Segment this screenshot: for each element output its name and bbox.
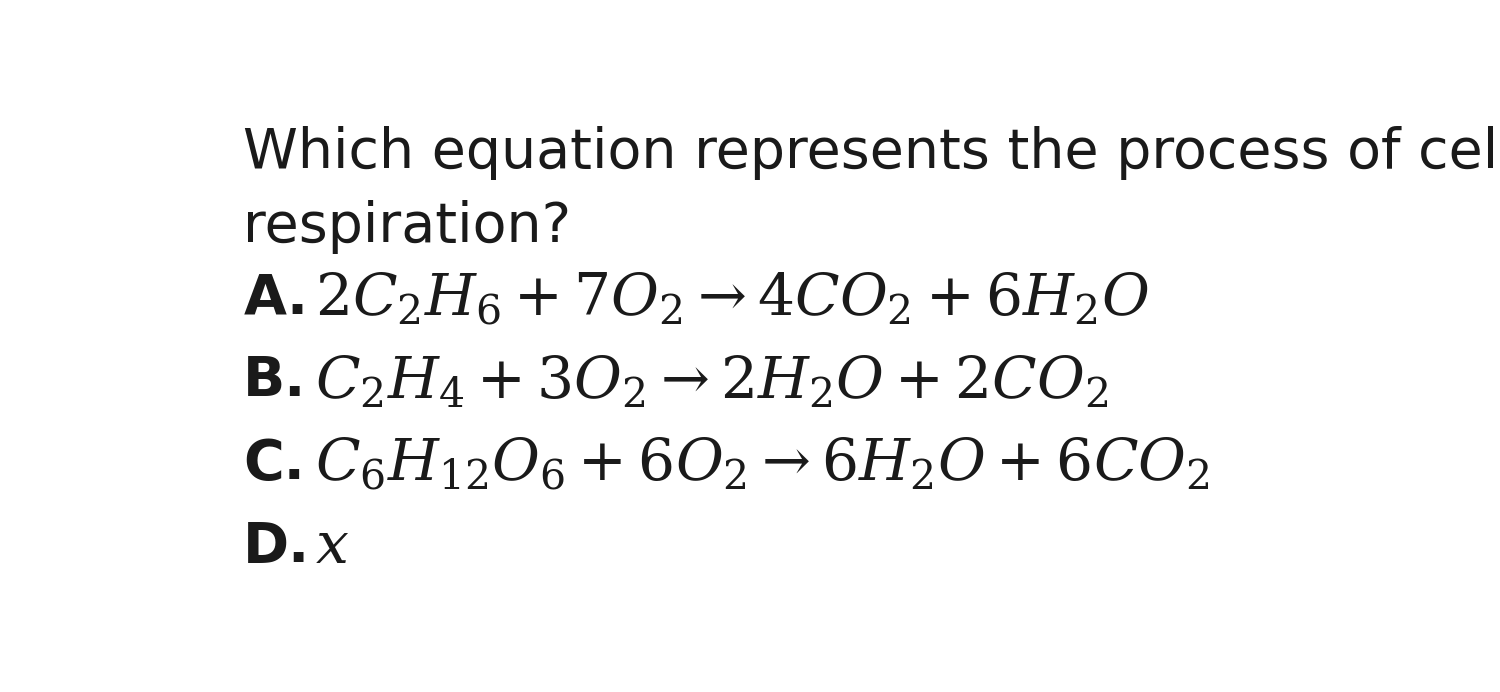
Text: respiration?: respiration?	[243, 200, 572, 254]
Text: B.: B.	[243, 354, 306, 408]
Text: C.: C.	[243, 437, 304, 491]
Text: A.: A.	[243, 272, 309, 326]
Text: Which equation represents the process of cellular: Which equation represents the process of…	[243, 126, 1500, 180]
Text: $x$: $x$	[315, 518, 350, 575]
Text: $2C_2H_6 + 7O_2 \rightarrow 4CO_2 + 6H_2O$: $2C_2H_6 + 7O_2 \rightarrow 4CO_2 + 6H_2…	[315, 271, 1150, 327]
Text: D.: D.	[243, 520, 310, 574]
Text: $C_2H_4 + 3O_2 \rightarrow 2H_2O + 2CO_2$: $C_2H_4 + 3O_2 \rightarrow 2H_2O + 2CO_2…	[315, 353, 1108, 410]
Text: $C_6H_{12}O_6 + 6O_2 \rightarrow 6H_2O + 6CO_2$: $C_6H_{12}O_6 + 6O_2 \rightarrow 6H_2O +…	[315, 435, 1210, 493]
